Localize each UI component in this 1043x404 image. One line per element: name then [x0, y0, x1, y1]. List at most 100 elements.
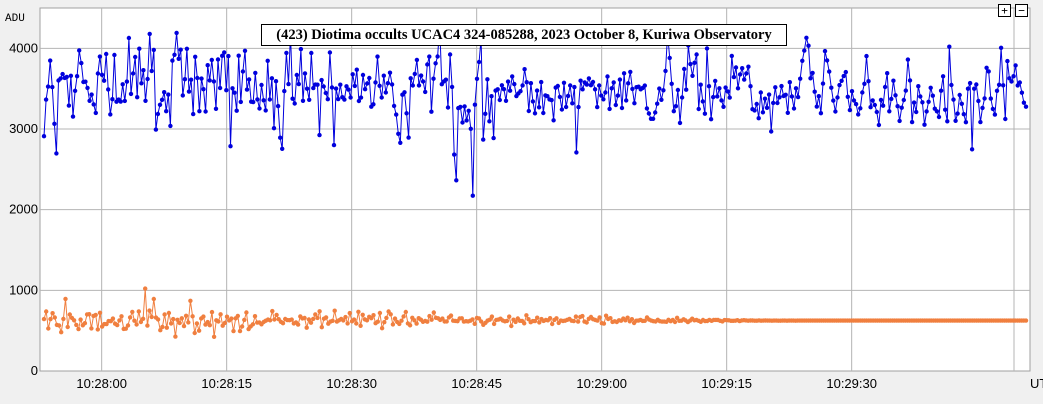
- data-point: [489, 94, 494, 99]
- data-point: [319, 77, 324, 83]
- y-tick-label: 4000: [9, 40, 38, 55]
- data-point: [607, 106, 612, 112]
- data-point: [702, 111, 708, 116]
- data-point: [205, 62, 210, 68]
- data-point: [119, 314, 124, 319]
- data-point: [725, 89, 730, 94]
- data-point: [499, 83, 505, 88]
- data-point: [406, 135, 411, 140]
- data-point: [412, 71, 417, 77]
- data-point: [899, 105, 904, 110]
- data-point: [584, 320, 589, 325]
- data-point: [694, 52, 699, 57]
- data-point: [50, 311, 55, 316]
- data-point: [416, 83, 422, 88]
- data-point: [936, 114, 942, 120]
- data-point: [495, 87, 500, 92]
- data-point: [391, 103, 397, 109]
- data-point: [621, 71, 627, 76]
- data-point: [1021, 100, 1027, 105]
- data-point: [311, 316, 316, 322]
- data-point: [242, 48, 248, 53]
- data-point: [319, 325, 324, 330]
- data-point: [382, 320, 387, 325]
- x-tick-label: 10:29:30: [826, 376, 877, 391]
- data-point: [358, 323, 363, 328]
- data-point: [433, 61, 438, 66]
- y-tick-label: 2000: [9, 202, 38, 217]
- zoom-out-button[interactable]: −: [1015, 4, 1028, 17]
- data-point: [535, 315, 540, 320]
- data-point: [650, 116, 656, 122]
- data-point: [52, 121, 57, 127]
- x-tick-label: 10:29:15: [701, 376, 752, 391]
- data-point: [263, 108, 268, 113]
- data-point: [302, 315, 307, 321]
- data-point: [909, 119, 915, 125]
- data-point: [166, 310, 172, 316]
- data-point: [853, 101, 859, 107]
- data-point: [737, 72, 743, 77]
- data-point: [354, 67, 359, 72]
- data-point: [1007, 76, 1012, 81]
- data-point: [459, 316, 464, 321]
- data-point: [224, 314, 230, 319]
- data-point: [816, 94, 821, 99]
- data-point: [56, 323, 62, 328]
- data-point: [280, 321, 286, 326]
- data-point: [373, 80, 378, 85]
- data-point: [292, 101, 297, 106]
- data-point: [82, 321, 88, 326]
- data-point: [507, 88, 513, 93]
- data-point: [350, 72, 355, 77]
- data-point: [240, 69, 246, 74]
- data-point: [265, 58, 270, 63]
- data-point: [123, 326, 128, 331]
- data-point: [735, 86, 741, 91]
- data-point: [998, 45, 1004, 50]
- data-point: [557, 94, 563, 100]
- data-point: [783, 92, 788, 98]
- data-point: [294, 72, 299, 78]
- data-point: [986, 69, 991, 74]
- data-point: [427, 54, 432, 59]
- data-point: [125, 323, 131, 328]
- data-point: [250, 322, 256, 327]
- data-point: [570, 101, 575, 106]
- y-axis-label: ADU: [5, 13, 25, 25]
- data-point: [41, 134, 47, 139]
- data-point: [698, 82, 703, 87]
- data-point: [789, 94, 795, 99]
- data-point: [149, 68, 154, 74]
- data-point: [171, 316, 176, 322]
- data-point: [918, 94, 923, 99]
- x-tick-label: 10:29:00: [576, 376, 627, 391]
- data-point: [267, 318, 273, 323]
- data-point: [642, 318, 647, 323]
- data-point: [87, 98, 92, 104]
- data-point: [155, 111, 161, 117]
- series-layer: [41, 23, 1029, 339]
- data-point: [758, 90, 763, 95]
- data-point: [740, 66, 745, 71]
- data-point: [261, 98, 266, 103]
- data-point: [280, 146, 285, 151]
- data-point: [259, 82, 264, 88]
- data-point: [360, 312, 365, 317]
- data-point: [512, 81, 517, 87]
- data-point: [804, 35, 809, 40]
- data-point: [715, 94, 720, 99]
- data-point: [951, 97, 956, 102]
- data-point: [344, 84, 349, 89]
- data-point: [843, 69, 848, 75]
- zoom-in-button[interactable]: +: [998, 4, 1011, 17]
- data-point: [407, 323, 413, 328]
- data-point: [211, 334, 217, 339]
- data-point: [491, 135, 496, 141]
- data-point: [878, 97, 884, 103]
- data-point: [425, 62, 430, 67]
- data-point: [315, 315, 320, 321]
- data-point: [810, 70, 815, 76]
- data-point: [507, 314, 512, 319]
